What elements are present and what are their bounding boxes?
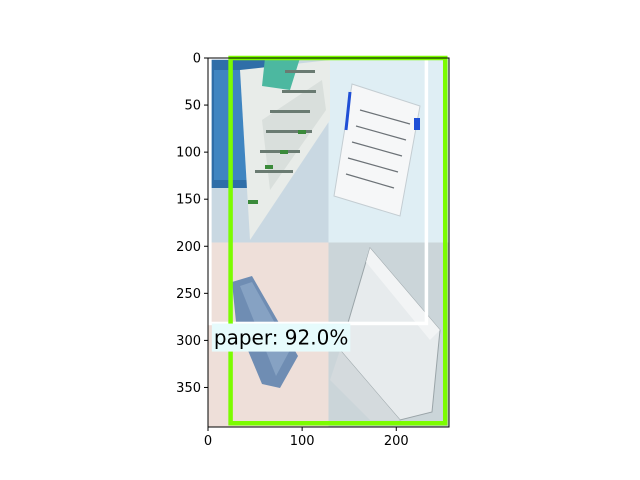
y-tick-label: 350 bbox=[176, 381, 201, 396]
y-axis: 0 50 100 150 200 250 300 350 bbox=[176, 52, 208, 396]
x-tick-label: 200 bbox=[384, 434, 409, 449]
y-tick-label: 100 bbox=[176, 146, 201, 161]
y-tick-label: 300 bbox=[176, 334, 201, 349]
detection-label: paper: 92.0% bbox=[214, 326, 348, 350]
photo-image bbox=[208, 58, 449, 427]
y-tick-label: 250 bbox=[176, 287, 201, 302]
y-tick-label: 200 bbox=[176, 240, 201, 255]
axes-frame bbox=[207, 57, 450, 428]
x-axis: 0 100 200 bbox=[204, 427, 409, 449]
detection-label-background bbox=[211, 323, 351, 352]
y-tick-label: 0 bbox=[193, 52, 201, 67]
magazine-pages-drawing bbox=[208, 58, 330, 240]
envelope-drawing bbox=[330, 246, 441, 421]
written-sheet-drawing bbox=[333, 83, 421, 217]
x-tick-label: 100 bbox=[290, 434, 315, 449]
y-tick-label: 150 bbox=[176, 193, 201, 208]
x-tick-label: 0 bbox=[204, 434, 212, 449]
y-tick-label: 50 bbox=[184, 99, 201, 114]
